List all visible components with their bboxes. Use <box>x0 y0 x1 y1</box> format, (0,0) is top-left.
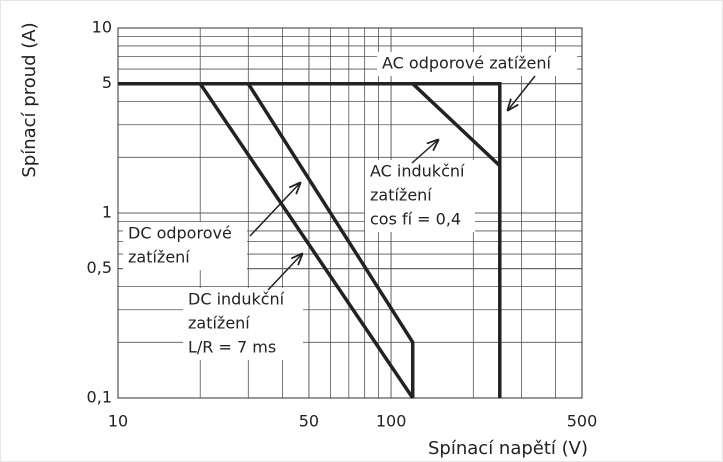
annotation-arrow <box>267 254 302 291</box>
y-tick-label: 0,1 <box>87 388 112 407</box>
x-tick-label: 100 <box>376 412 407 431</box>
annotation-text: zatížení <box>370 186 432 205</box>
annotation-arrow <box>411 140 438 164</box>
annotation-text: L/R = 7 ms <box>188 338 276 357</box>
x-tick-label: 50 <box>299 412 319 431</box>
y-tick-label: 0,5 <box>87 258 112 277</box>
data-line <box>411 82 501 168</box>
x-axis-label: Spínací napětí (V) <box>428 438 588 459</box>
annotation-text: AC indukční <box>370 162 465 181</box>
annotation-text: zatížení <box>128 248 190 267</box>
y-tick-label: 1 <box>102 203 112 222</box>
annotation-text: zatížení <box>188 314 250 333</box>
data-line <box>246 82 415 398</box>
x-tick-label: 10 <box>108 412 128 431</box>
annotation-text: cos fí = 0,4 <box>370 210 461 229</box>
annotation-arrow <box>508 75 536 110</box>
annotation-box <box>365 160 475 232</box>
annotation-text: AC odporové zatížení <box>382 54 552 73</box>
annotation-box <box>123 222 247 270</box>
x-tick-label: 500 <box>567 412 598 431</box>
data-line <box>118 81 502 398</box>
annotation-text: DC odporové <box>128 224 232 243</box>
y-tick-label: 5 <box>102 73 112 92</box>
annotation-arrow <box>249 183 300 237</box>
annotation-box <box>183 288 303 360</box>
data-line <box>198 82 415 399</box>
annotation-box <box>377 52 577 76</box>
plot-border <box>117 27 583 399</box>
annotation-text: DC indukční <box>188 290 285 309</box>
y-tick-label: 10 <box>92 18 112 37</box>
y-axis-label: Spínací proud (A) <box>19 22 40 177</box>
